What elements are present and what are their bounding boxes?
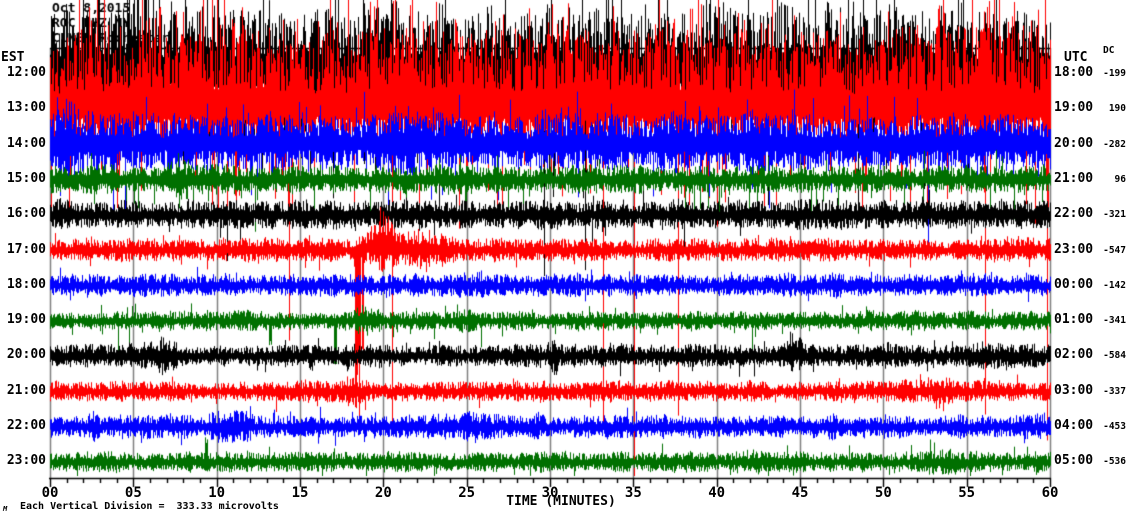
est-time-label: 22:00 xyxy=(6,418,46,433)
est-time-label: 15:00 xyxy=(6,170,46,186)
utc-time-label: 01:00 xyxy=(1054,312,1094,328)
vertical-division-note: Each Vertical Division = 333.33 microvol… xyxy=(20,501,279,512)
utc-time-label: 20:00 xyxy=(1054,135,1094,151)
x-axis-tick-label: 50 xyxy=(874,485,892,501)
est-time-label: 16:00 xyxy=(6,206,46,222)
utc-time-label: 21:00 xyxy=(1054,170,1094,186)
dc-offset-value: -282 xyxy=(1103,138,1126,150)
dc-offset-value: -584 xyxy=(1103,350,1126,362)
dc-offset-value: -337 xyxy=(1103,385,1126,397)
dc-offset-value: -341 xyxy=(1103,315,1126,327)
x-axis-tick-label: 15 xyxy=(291,485,309,501)
dc-offset-value: 190 xyxy=(1108,103,1126,115)
x-axis-tick-label: 20 xyxy=(374,485,392,501)
utc-time-label: 18:00 xyxy=(1054,65,1094,80)
est-time-label: 23:00 xyxy=(6,453,46,469)
dc-offset-value: -199 xyxy=(1103,68,1126,79)
utc-time-label: 03:00 xyxy=(1054,382,1094,398)
x-axis-tick-label: 35 xyxy=(624,485,642,501)
utc-time-label: 05:00 xyxy=(1054,453,1094,469)
dc-offset-value: 96 xyxy=(1114,173,1126,185)
est-time-label: 19:00 xyxy=(6,312,46,328)
est-time-label: 17:00 xyxy=(6,241,46,257)
utc-time-label: 23:00 xyxy=(1054,241,1094,257)
x-axis-tick-label: 40 xyxy=(708,485,726,501)
x-axis-tick-label: 30 xyxy=(541,485,559,501)
x-axis-tick-label: 05 xyxy=(124,485,142,501)
dc-offset-value: -142 xyxy=(1103,279,1126,291)
est-time-label: 12:00 xyxy=(6,65,46,80)
x-axis-tick-label: 00 xyxy=(41,485,59,501)
est-time-label: 18:00 xyxy=(6,276,46,292)
est-time-label: 21:00 xyxy=(6,382,46,398)
dc-offset-value: -321 xyxy=(1103,209,1126,221)
footer-logo-mark: M xyxy=(3,505,8,513)
dc-offset-value: -547 xyxy=(1103,244,1126,256)
x-axis-title: TIME (MINUTES) xyxy=(506,494,616,509)
utc-time-label: 19:00 xyxy=(1054,100,1094,116)
x-axis-tick-label: 55 xyxy=(958,485,976,501)
x-axis-tick-label: 45 xyxy=(791,485,809,501)
x-axis-tick-label: 60 xyxy=(1041,485,1059,501)
timezone-left-label: EST xyxy=(1,50,25,65)
timezone-right-label: UTC xyxy=(1064,50,1088,65)
x-axis-tick-label: 25 xyxy=(458,485,476,501)
utc-time-label: 02:00 xyxy=(1054,347,1094,363)
est-time-label: 14:00 xyxy=(6,135,46,151)
dc-offset-value: -536 xyxy=(1103,456,1126,468)
utc-time-label: 04:00 xyxy=(1054,418,1094,433)
est-time-label: 13:00 xyxy=(6,100,46,116)
x-axis-tick-label: 10 xyxy=(208,485,226,501)
dc-offset-value: -453 xyxy=(1103,421,1126,432)
est-time-label: 20:00 xyxy=(6,347,46,363)
utc-time-label: 00:00 xyxy=(1054,276,1094,292)
dc-column-header: DC xyxy=(1103,45,1115,56)
utc-time-label: 22:00 xyxy=(1054,206,1094,222)
